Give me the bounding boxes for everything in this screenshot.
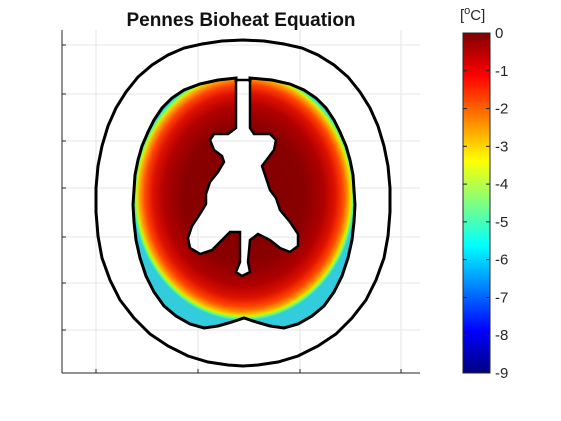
colorbar-tick-label: -6 — [495, 252, 508, 269]
colorbar-unit-label: [oC] — [460, 5, 485, 24]
colorbar-tick-label: -1 — [495, 63, 508, 80]
colorbar-unit-prefix: [ — [460, 7, 465, 24]
colorbar-tick-label: 0 — [495, 25, 503, 42]
brain-temperature-field — [133, 78, 355, 328]
colorbar-tick-label: -7 — [495, 289, 508, 306]
chart-title: Pennes Bioheat Equation — [126, 10, 355, 31]
plot-axes: Pennes Bioheat Equation — [61, 10, 420, 374]
skull-contour — [94, 38, 392, 368]
colorbar: 0 -1 -2 -3 -4 -5 -6 -7 -8 -9 [oC] — [460, 5, 508, 382]
colorbar-unit-main: C] — [470, 7, 485, 24]
colorbar-tick-label: -8 — [495, 327, 508, 344]
colorbar-ticks: 0 -1 -2 -3 -4 -5 -6 -7 -8 -9 — [463, 25, 508, 382]
ventricle-contour — [186, 78, 300, 278]
colorbar-tick-label: -9 — [495, 365, 508, 382]
colorbar-tick-label: -4 — [495, 176, 508, 193]
colorbar-unit-degree: o — [464, 5, 470, 17]
brain-contour — [131, 76, 357, 330]
colorbar-tick-label: -3 — [495, 138, 508, 155]
colorbar-tick-label: -5 — [495, 214, 508, 231]
colorbar-tick-label: -2 — [495, 101, 508, 118]
colorbar-gradient — [462, 32, 491, 374]
axis-ticks — [62, 44, 402, 373]
